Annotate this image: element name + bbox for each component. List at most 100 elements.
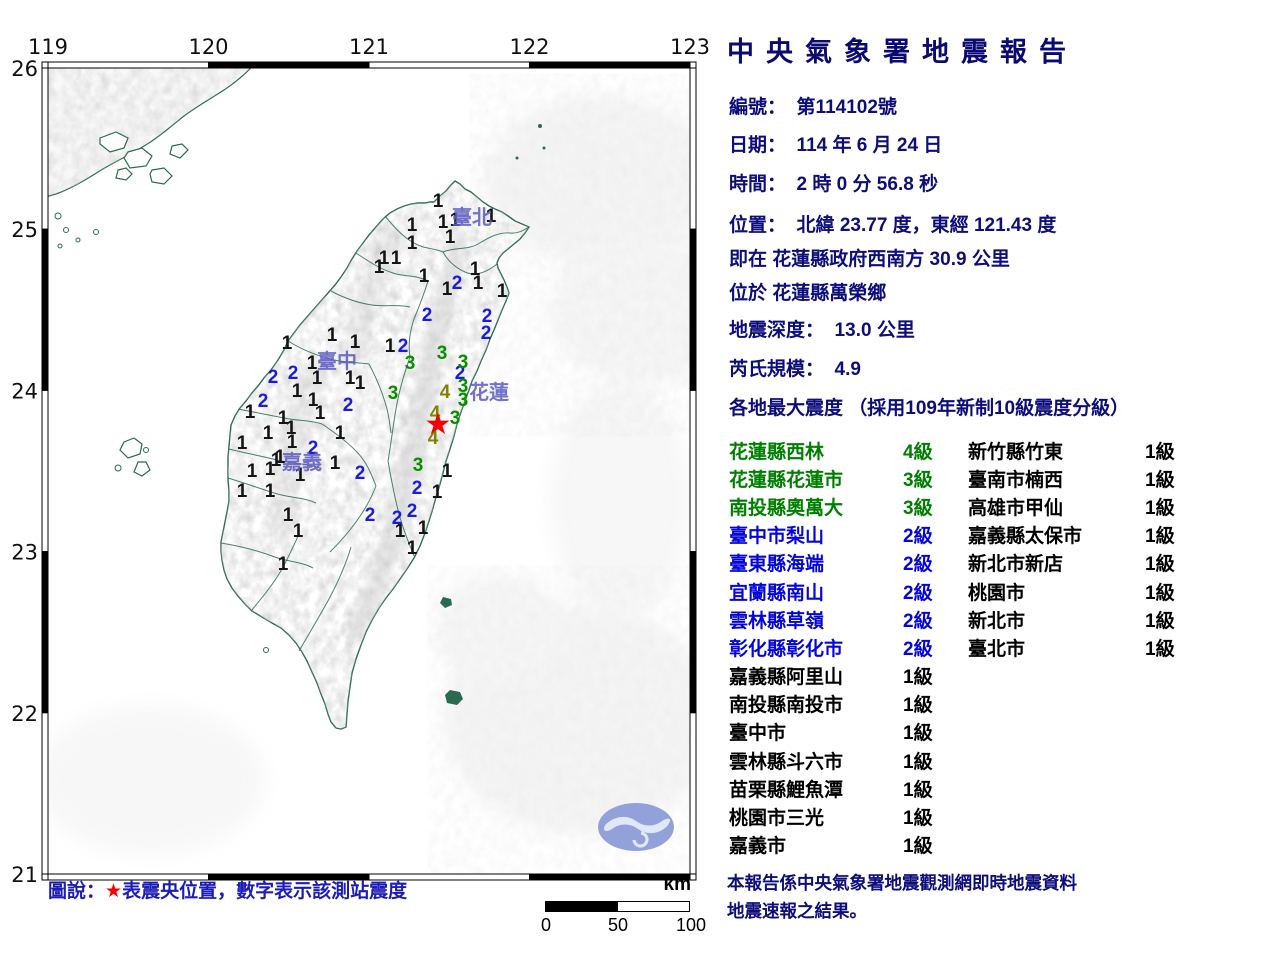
station-intensity-value: 1 — [450, 210, 461, 231]
station-intensity-level: 1級 — [1145, 582, 1175, 604]
intensity-column-right: 新竹縣竹東 1級 臺南市楠西 1級 高雄市甲仙 1級 嘉義縣太保市 1級 新北市新店 1級 桃園市 1… — [968, 436, 1175, 662]
city-label: 花蓮 — [469, 380, 509, 404]
intensity-column-left: 花蓮縣西林 4級 花蓮縣花蓮市 3級 南投縣奧萬大 3級 臺中市梨山 2級 臺東縣海端 2級 宜蘭縣… — [729, 436, 933, 859]
map-margin — [0, 880, 710, 890]
footer-note-line1: 本報告係中央氣象署地震觀測網即時地震資料 — [727, 873, 1077, 893]
station-intensity-value: 1 — [445, 227, 456, 248]
station-intensity-value: 2 — [392, 508, 403, 529]
station-intensity-value: 2 — [422, 305, 433, 326]
intensity-row: 新竹縣竹東 1級 — [968, 436, 1175, 464]
station-intensity-value: 1 — [330, 453, 341, 474]
station-intensity-value: 1 — [442, 461, 453, 482]
report-date: 日期： 114 年 6 月 24 日 — [729, 135, 943, 156]
report-position: 位置： 北緯 23.77 度，東經 121.43 度 — [729, 215, 1057, 236]
station-intensity-value: 4 — [428, 428, 439, 449]
station-intensity-level: 1級 — [903, 751, 933, 773]
intensity-row: 南投縣奧萬大 3級 — [729, 492, 933, 520]
station-intensity-value: 1 — [247, 461, 258, 482]
station-intensity-value: 4 — [440, 382, 451, 403]
intensity-row: 花蓮縣西林 4級 — [729, 436, 933, 464]
intensity-row: 桃園市三光 1級 — [729, 802, 933, 830]
station-intensity-value: 1 — [293, 521, 304, 542]
map-margin — [696, 0, 710, 890]
report-title: 中央氣象署地震報告 — [727, 37, 1078, 67]
station-name: 嘉義縣阿里山 — [729, 667, 844, 689]
city-label: 臺中 — [317, 349, 357, 373]
intensity-row: 新北市新店 1級 — [968, 549, 1175, 577]
station-intensity-value: 3 — [450, 408, 461, 429]
station-intensity-value: 1 — [345, 368, 356, 389]
legend-prefix: 圖說： — [48, 881, 106, 902]
intensity-row: 嘉義縣阿里山 1級 — [729, 662, 933, 690]
axis-label-latitude: 24 — [11, 379, 38, 403]
report-relative-location: 即在 花蓮縣政府西南方 30.9 公里 — [729, 249, 1010, 270]
station-intensity-value: 1 — [374, 257, 385, 278]
station-intensity-level: 4級 — [903, 441, 933, 463]
epicenter-star-icon: ★ — [105, 881, 123, 902]
station-intensity-value: 1 — [407, 215, 418, 236]
city-label: 臺北 — [452, 206, 492, 229]
station-intensity-level: 3級 — [903, 469, 933, 491]
station-intensity-value: 2 — [407, 501, 418, 522]
station-intensity-value: 1 — [283, 505, 294, 526]
intensity-row: 高雄市甲仙 1級 — [968, 492, 1175, 520]
station-intensity-value: 1 — [287, 432, 298, 453]
report-magnitude: 芮氏規模： 4.9 — [729, 359, 861, 380]
station-intensity-value: 3 — [413, 455, 424, 476]
station-intensity-value: 1 — [292, 381, 303, 402]
station-intensity-value: 1 — [327, 325, 338, 346]
scale-tick-50: 50 — [607, 915, 629, 935]
intensity-row: 嘉義縣太保市 1級 — [968, 521, 1175, 549]
station-name: 新北市新店 — [968, 554, 1064, 576]
station-intensity-value: 3 — [458, 390, 469, 411]
station-intensity-level: 2級 — [903, 554, 933, 576]
scale-tick-100: 100 — [675, 915, 707, 935]
station-intensity-value: 3 — [458, 352, 469, 373]
map-legend: 圖說：★表震央位置，數字表示該測站震度 — [48, 876, 407, 903]
station-name: 新竹縣竹東 — [968, 441, 1064, 463]
station-name: 臺中市梨山 — [729, 526, 825, 548]
axis-label-longitude: 120 — [188, 35, 228, 59]
intensity-row: 嘉義市 1級 — [729, 831, 933, 859]
station-intensity-level: 1級 — [903, 695, 933, 717]
station-intensity-value: 2 — [268, 367, 279, 388]
station-intensity-value: 1 — [286, 418, 297, 439]
station-intensity-level: 1級 — [1145, 497, 1175, 519]
station-intensity-value: 1 — [486, 206, 497, 227]
station-intensity-value: 1 — [263, 423, 274, 444]
station-intensity-value: 3 — [388, 383, 399, 404]
scale-bar — [545, 901, 690, 912]
epicenter-star: ★ — [425, 408, 452, 441]
station-intensity-value: 1 — [335, 423, 346, 444]
station-name: 桃園市 — [968, 582, 1026, 604]
station-intensity-value: 2 — [288, 363, 299, 384]
station-intensity-value: 1 — [385, 336, 396, 357]
report-depth: 地震深度： 13.0 公里 — [729, 320, 915, 341]
station-intensity-value: 1 — [473, 273, 484, 294]
intensity-row: 宜蘭縣南山 2級 — [729, 577, 933, 605]
station-intensity-level: 1級 — [903, 836, 933, 858]
station-intensity-value: 2 — [343, 395, 354, 416]
station-intensity-level: 1級 — [903, 779, 933, 801]
city-label: 嘉義 — [281, 450, 322, 474]
axis-label-latitude: 22 — [11, 702, 38, 726]
station-intensity-value: 1 — [278, 408, 289, 429]
station-name: 臺東縣海端 — [729, 554, 825, 576]
mainland-coast — [48, 68, 258, 249]
station-intensity-value: 2 — [398, 336, 409, 357]
station-intensity-value: 1 — [442, 279, 453, 300]
station-intensity-value: 2 — [481, 323, 492, 344]
station-intensity-level: 1級 — [903, 723, 933, 745]
station-name: 南投縣南投市 — [729, 695, 844, 717]
station-name: 花蓮縣花蓮市 — [729, 469, 844, 491]
station-intensity-value: 1 — [407, 233, 418, 254]
station-name: 嘉義市 — [729, 836, 787, 858]
footer-note-line2: 地震速報之結果。 — [727, 901, 867, 921]
station-intensity-value: 1 — [391, 248, 402, 269]
station-intensity-value: 2 — [308, 438, 319, 459]
scale-unit-label: km — [663, 874, 691, 895]
axis-label-longitude: 121 — [349, 35, 389, 59]
station-intensity-value: 1 — [237, 433, 248, 454]
intensity-row: 苗栗縣鯉魚潭 1級 — [729, 774, 933, 802]
axis-label-latitude: 26 — [11, 57, 38, 81]
